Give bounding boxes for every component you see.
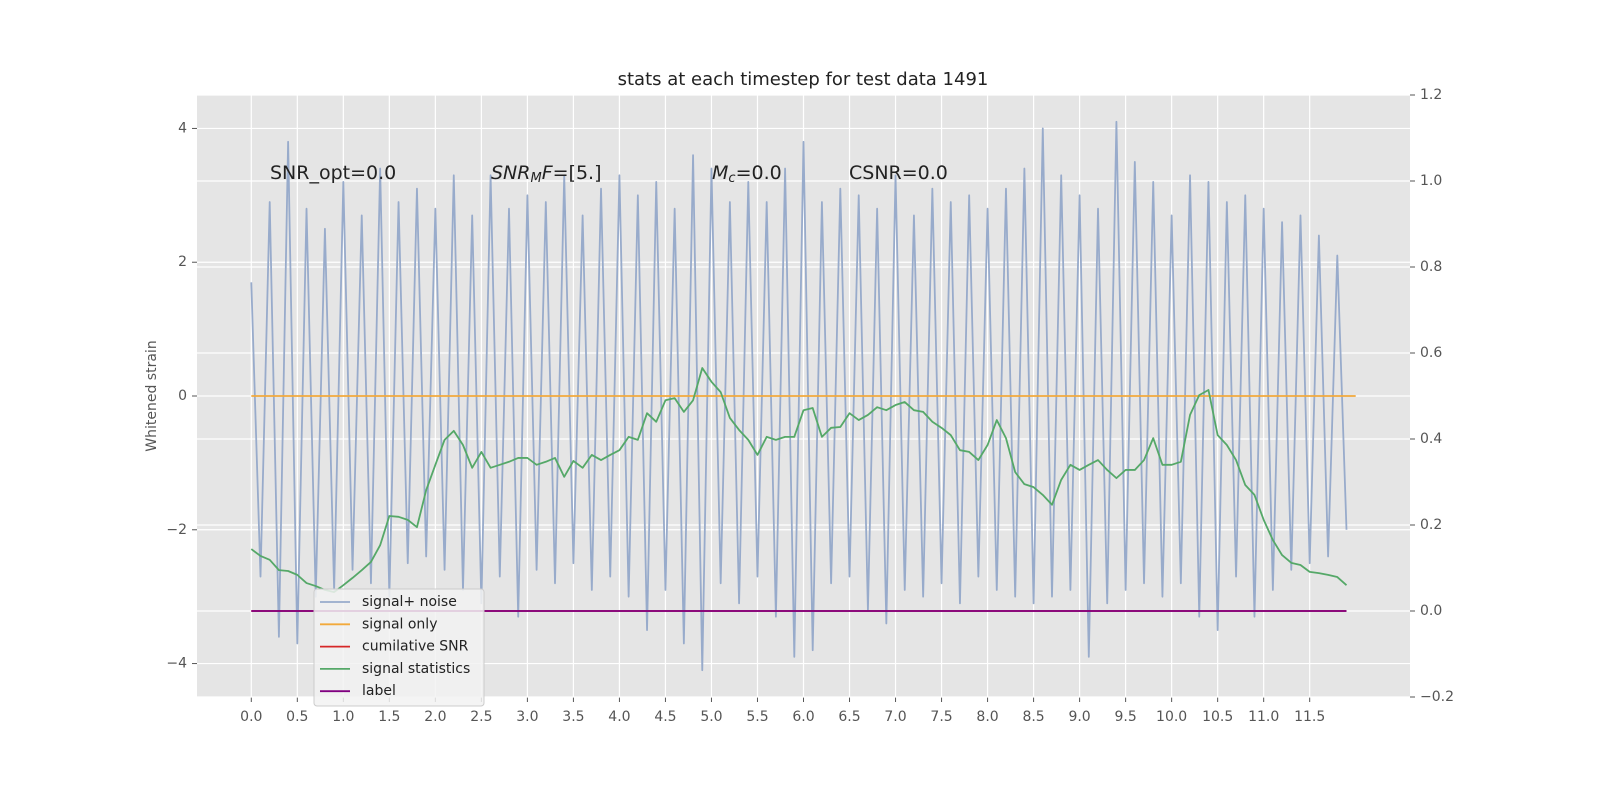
x-tick-label: 3.5 [562, 709, 584, 725]
annotation-part: c [728, 171, 735, 186]
legend-label: cumilative SNR [362, 639, 469, 655]
annotation-part: M [712, 162, 728, 184]
annotation-part: =0.0 [736, 162, 782, 184]
x-tick-label: 4.5 [654, 709, 676, 725]
x-tick-label: 2.5 [470, 709, 492, 725]
legend-label: signal+ noise [362, 594, 457, 610]
y2-tick-label: 0.2 [1420, 517, 1442, 533]
x-tick-label: 1.0 [332, 709, 354, 725]
x-tick-label: 6.5 [838, 709, 860, 725]
annotation-part: M [530, 171, 541, 186]
y-tick-label: −2 [166, 522, 187, 538]
series-line [250, 367, 1348, 593]
annotation: SNR_opt=0.0 [270, 162, 396, 184]
y2-tick-label: 0.4 [1420, 431, 1442, 447]
x-tick-label: 5.5 [746, 709, 768, 725]
annotation-part: SNR_opt=0.0 [270, 162, 396, 184]
annotation-part: CSNR=0.0 [849, 162, 948, 184]
annotation: CSNR=0.0 [849, 162, 948, 184]
y2-tick-label: 0.8 [1420, 259, 1442, 275]
x-tick-label: 10.5 [1202, 709, 1233, 725]
x-tick-label: 7.5 [930, 709, 952, 725]
x-tick-label: 0.5 [286, 709, 308, 725]
legend-label: signal statistics [362, 661, 470, 677]
x-tick-label: 6.0 [792, 709, 814, 725]
x-tick-label: 11.5 [1294, 709, 1325, 725]
annotation: SNRMF=[5.] [491, 162, 602, 186]
chart-title: stats at each timestep for test data 149… [618, 69, 989, 90]
y-axis-label: Whitened strain [144, 340, 160, 451]
x-tick-label: 5.0 [700, 709, 722, 725]
legend-box [313, 588, 485, 707]
annotation-part: F [542, 162, 554, 184]
y-tick-label: 0 [178, 388, 187, 404]
x-tick-label: 0.0 [240, 709, 262, 725]
x-tick-label: 11.0 [1248, 709, 1279, 725]
x-tick-label: 1.5 [378, 709, 400, 725]
y-tick-label: −4 [166, 656, 187, 672]
x-tick-label: 7.0 [884, 709, 906, 725]
y2-tick-label: 1.2 [1420, 87, 1442, 103]
x-tick-label: 9.0 [1068, 709, 1090, 725]
x-tick-label: 8.0 [976, 709, 998, 725]
annotation-part: SNR [491, 162, 530, 184]
x-tick-label: 3.0 [516, 709, 538, 725]
x-tick-label: 8.5 [1022, 709, 1044, 725]
y2-tick-label: −0.2 [1420, 689, 1454, 705]
y2-tick-label: 1.0 [1420, 173, 1442, 189]
annotation: Mc=0.0 [712, 162, 782, 186]
legend-label: signal only [362, 616, 437, 632]
x-tick-label: 2.0 [424, 709, 446, 725]
x-tick-label: 9.5 [1114, 709, 1136, 725]
x-tick-label: 4.0 [608, 709, 630, 725]
y-tick-label: 4 [178, 120, 187, 136]
series-line [250, 120, 1348, 672]
x-tick-label: 10.0 [1156, 709, 1187, 725]
annotation-part: =[5.] [553, 162, 602, 184]
y2-tick-label: 0.0 [1420, 603, 1442, 619]
y2-tick-label: 0.6 [1420, 345, 1442, 361]
y-tick-label: 2 [178, 254, 187, 270]
legend-label: label [362, 683, 396, 699]
